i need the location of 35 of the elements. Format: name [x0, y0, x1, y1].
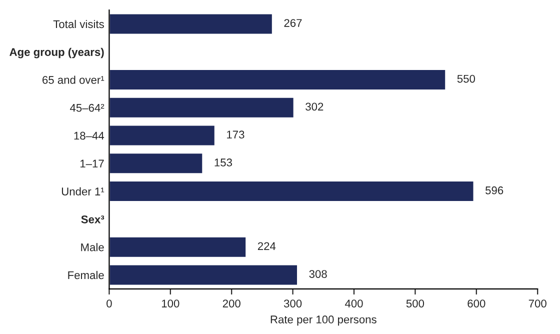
data-label: 308	[309, 270, 327, 278]
y-tick-label: Sex³	[81, 215, 104, 224]
y-tick-label: 18–44	[74, 132, 104, 140]
bar	[109, 180, 475, 202]
x-tick-label: 100	[162, 300, 180, 308]
data-label: 596	[486, 186, 504, 194]
data-label: 302	[306, 102, 324, 111]
bar	[109, 68, 446, 91]
bar	[109, 124, 216, 147]
x-tick-label: 700	[528, 300, 546, 308]
y-tick-label: 65 and over¹	[42, 76, 104, 84]
y-tick-label: Total visits	[53, 20, 104, 28]
bar	[109, 152, 204, 175]
x-axis-title: Rate per 100 persons	[270, 316, 376, 326]
data-label: 550	[457, 74, 476, 83]
data-label: 153	[214, 158, 232, 166]
y-tick-label: Male	[81, 243, 104, 252]
bar	[109, 264, 298, 286]
y-tick-label: Under 1¹	[62, 187, 104, 196]
y-tick-label: 45–64²	[70, 104, 104, 112]
data-label: 267	[284, 19, 302, 27]
x-tick-label: 500	[406, 300, 424, 308]
x-tick-label: 400	[344, 300, 363, 308]
x-tick-label: 300	[284, 300, 302, 308]
bar	[109, 236, 247, 258]
bar	[109, 96, 295, 119]
y-tick-label: Age group (years)	[10, 48, 104, 58]
y-tick-label: 1–17	[80, 160, 104, 168]
x-tick-label: 0	[106, 300, 112, 308]
x-tick-label: 200	[222, 300, 240, 308]
bar	[109, 12, 274, 36]
data-label: 173	[227, 130, 244, 139]
data-label: 224	[258, 242, 276, 250]
x-tick-label: 600	[468, 300, 486, 308]
y-tick-label: Female	[68, 270, 104, 280]
